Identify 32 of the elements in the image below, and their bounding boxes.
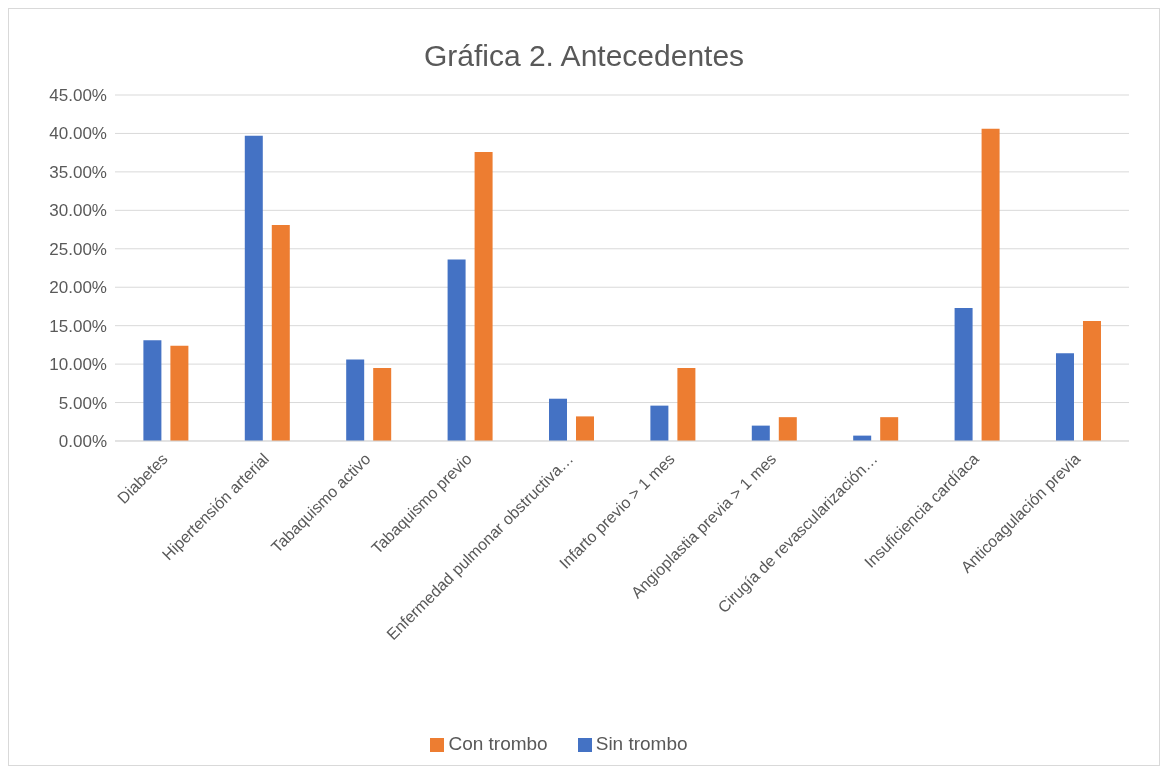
bar	[650, 405, 669, 441]
bar	[954, 307, 973, 441]
y-tick-label: 45.00%	[49, 86, 107, 106]
y-tick-label: 15.00%	[49, 316, 107, 336]
bar	[373, 367, 392, 441]
bar	[981, 128, 1000, 441]
y-tick-label: 35.00%	[49, 162, 107, 182]
bar	[244, 135, 263, 441]
bar	[447, 259, 466, 441]
y-tick-label: 25.00%	[49, 239, 107, 259]
bar	[1082, 321, 1101, 441]
bar	[880, 417, 899, 441]
bar	[143, 340, 162, 441]
y-tick-label: 30.00%	[49, 201, 107, 221]
bar	[548, 398, 567, 441]
y-tick-label: 20.00%	[49, 278, 107, 298]
bar	[1055, 353, 1074, 441]
bar	[170, 345, 189, 441]
bar	[751, 425, 770, 441]
y-tick-label: 0.00%	[58, 432, 107, 452]
y-tick-label: 10.00%	[49, 355, 107, 375]
chart-title: Gráfica 2. Antecedentes	[423, 39, 745, 72]
bar	[474, 151, 493, 441]
bar	[346, 359, 365, 441]
legend-label: Sin trombo	[595, 733, 688, 754]
y-tick-label: 40.00%	[49, 124, 107, 144]
bar	[271, 224, 290, 441]
bar	[677, 367, 696, 441]
bar	[778, 417, 797, 441]
legend-label: Con trombo	[448, 733, 548, 754]
bar	[575, 416, 594, 441]
y-tick-label: 5.00%	[58, 393, 107, 413]
